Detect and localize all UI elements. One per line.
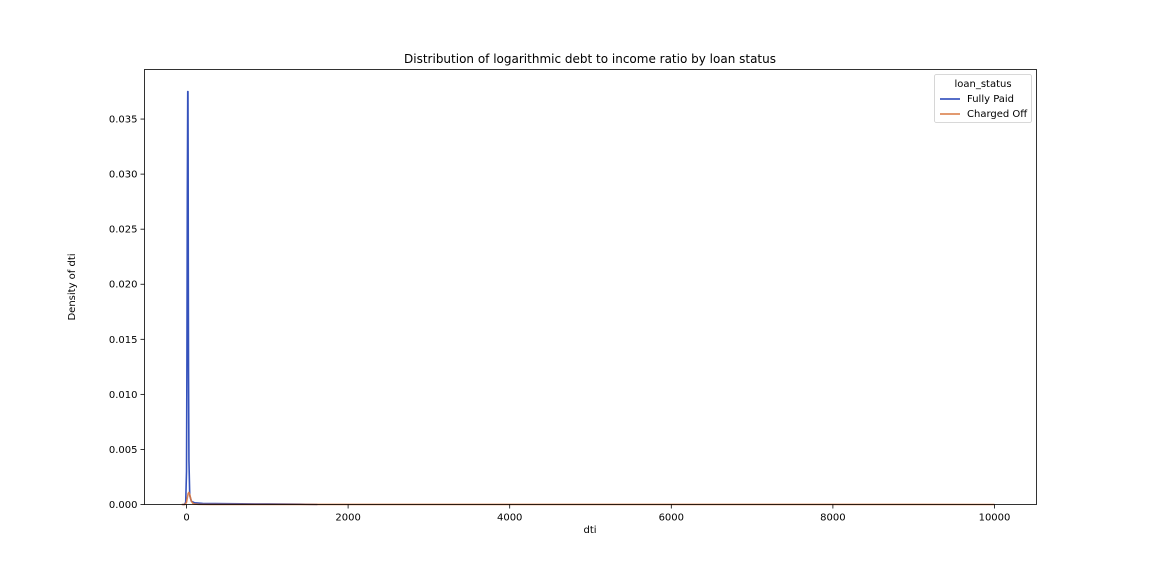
- y-tick-label: 0.035: [109, 115, 138, 126]
- axes-frame: [144, 69, 1037, 505]
- y-tick-label: 0.010: [109, 390, 138, 401]
- legend-label-fully-paid: Fully Paid: [967, 94, 1014, 105]
- y-tick-label: 0.025: [109, 225, 138, 236]
- legend-frame: [934, 74, 1032, 123]
- series-line-fully-paid: [182, 90, 318, 506]
- x-tick-label: 0: [183, 513, 189, 524]
- x-tick-label: 10000: [979, 513, 1011, 524]
- plot-area: [181, 90, 995, 506]
- x-tick-label: 4000: [497, 513, 522, 524]
- series-line-charged-off: [181, 491, 995, 506]
- chart-title: Distribution of logarithmic debt to inco…: [404, 52, 776, 66]
- y-tick-label: 0.015: [109, 335, 138, 346]
- legend: loan_status Fully Paid Charged Off: [934, 74, 1032, 123]
- y-tick-label: 0.030: [109, 170, 138, 181]
- legend-title: loan_status: [954, 79, 1011, 90]
- x-tick-label: 6000: [659, 513, 684, 524]
- x-axis: 0 2000 4000 6000 8000 10000: [183, 504, 1011, 524]
- legend-label-charged-off: Charged Off: [967, 109, 1028, 120]
- y-axis-label: Density of dti: [67, 253, 78, 320]
- y-tick-label: 0.005: [109, 445, 138, 456]
- y-tick-label: 0.000: [109, 500, 138, 511]
- x-tick-label: 8000: [820, 513, 845, 524]
- x-axis-label: dti: [583, 525, 596, 536]
- y-axis: 0.000 0.005 0.010 0.015 0.020 0.025 0.030 0.035: [109, 115, 145, 511]
- y-tick-label: 0.020: [109, 280, 138, 291]
- x-tick-label: 2000: [335, 513, 360, 524]
